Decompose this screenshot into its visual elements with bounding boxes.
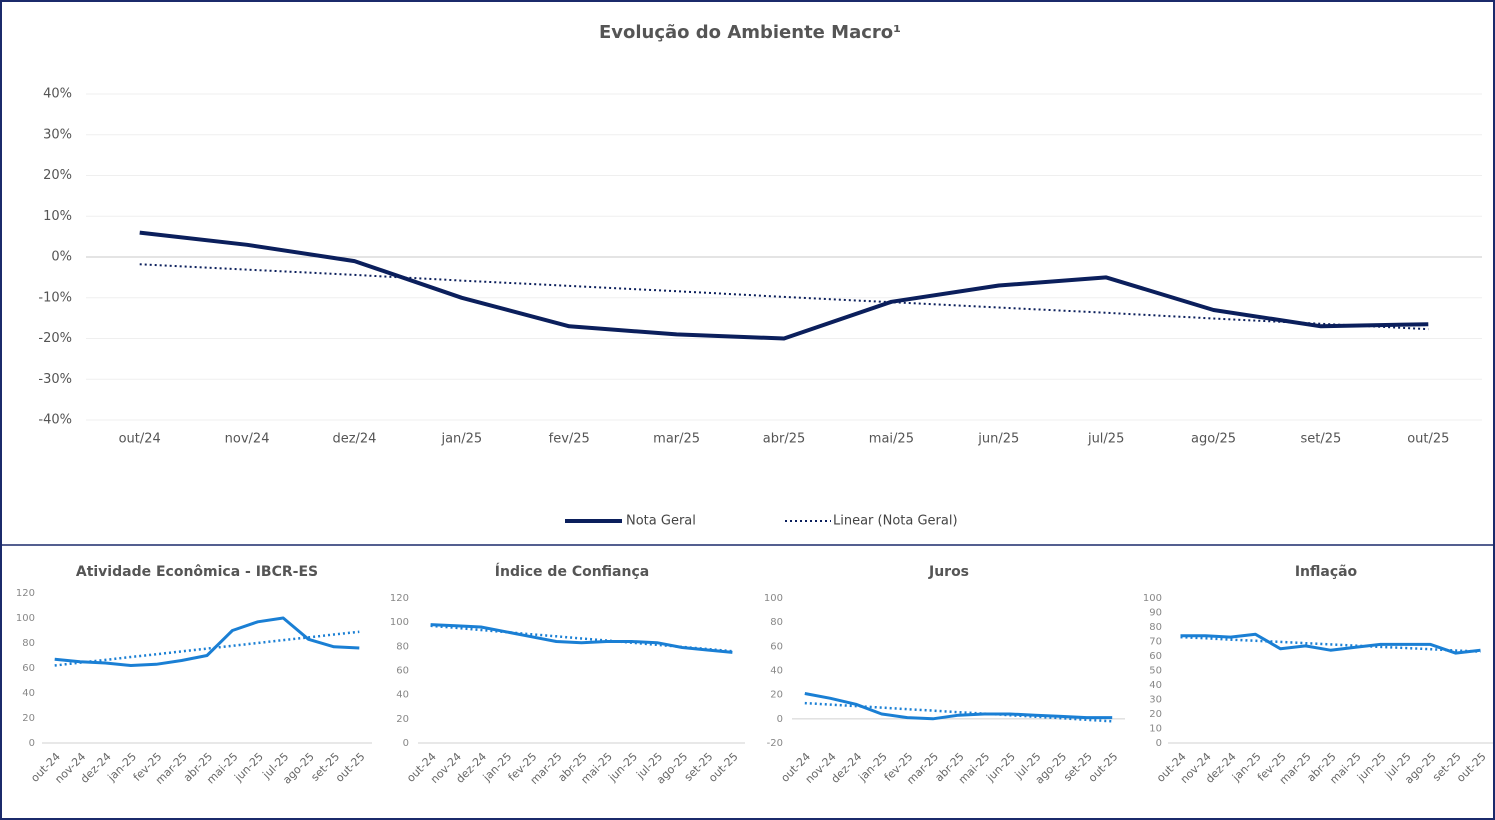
x-tick-label: mar/25 (653, 432, 700, 447)
y-tick-label: -30% (38, 372, 72, 387)
chart-title: Atividade Econômica - IBCR-ES (76, 564, 318, 580)
y-tick-label: 20 (396, 714, 409, 725)
y-tick-label: 0 (403, 738, 409, 749)
x-tick-label: set/25 (1301, 432, 1342, 447)
x-tick-label: out/25 (1407, 432, 1449, 447)
y-tick-label: 100 (1143, 593, 1162, 604)
chart-title: Índice de Confiança (495, 563, 649, 580)
y-tick-label: 70 (1149, 637, 1162, 648)
x-tick-label: fev/25 (549, 432, 590, 447)
chart-title: Evolução do Ambiente Macro¹ (599, 22, 901, 43)
legend-label: Linear (Nota Geral) (833, 514, 958, 529)
y-tick-label: 50 (1149, 666, 1162, 677)
y-tick-label: 100 (764, 593, 783, 604)
y-tick-label: 40 (396, 690, 409, 701)
y-tick-label: 40 (1149, 680, 1162, 691)
y-tick-label: -40% (38, 413, 72, 428)
data-line (430, 623, 733, 654)
x-tick-label: ago/25 (1191, 432, 1236, 447)
y-tick-label: 40% (43, 87, 72, 102)
y-tick-label: -20% (38, 331, 72, 346)
y-tick-label: 60 (396, 666, 409, 677)
y-tick-label: 20% (43, 168, 72, 183)
y-tick-label: 30 (1149, 695, 1162, 706)
legend-label: Nota Geral (626, 514, 696, 529)
x-tick-label: jul/25 (1087, 432, 1124, 447)
data-line (139, 230, 1429, 341)
y-tick-label: 100 (390, 617, 409, 628)
data-line (1180, 632, 1481, 655)
x-tick-label: dez/24 (332, 432, 376, 447)
y-tick-label: 10% (43, 209, 72, 224)
data-line (804, 692, 1113, 721)
chart-title: Juros (928, 564, 969, 580)
x-tick-label: out/24 (119, 432, 161, 447)
y-tick-label: 20 (1149, 709, 1162, 720)
y-tick-label: 60 (22, 663, 35, 674)
y-tick-label: 0 (29, 738, 35, 749)
trend-line (430, 624, 733, 653)
trend-line (54, 630, 360, 667)
y-tick-label: 30% (43, 127, 72, 142)
y-tick-label: 0 (1156, 738, 1162, 749)
y-tick-label: 100 (16, 613, 35, 624)
y-tick-label: 0 (777, 714, 783, 725)
y-tick-label: 60 (770, 641, 783, 652)
x-tick-label: nov/24 (225, 432, 270, 447)
y-tick-label: 80 (1149, 622, 1162, 633)
y-tick-label: 80 (770, 617, 783, 628)
y-tick-label: 90 (1149, 608, 1162, 619)
y-tick-label: -10% (38, 290, 72, 305)
chart-title: Inflação (1295, 564, 1358, 580)
trend-line (804, 701, 1113, 723)
x-tick-label: jun/25 (977, 432, 1019, 447)
y-tick-label: 120 (390, 593, 409, 604)
y-tick-label: 80 (22, 638, 35, 649)
y-tick-label: 20 (22, 713, 35, 724)
y-tick-label: 40 (770, 666, 783, 677)
y-tick-label: 60 (1149, 651, 1162, 662)
y-tick-label: 10 (1149, 724, 1162, 735)
y-tick-label: 120 (16, 588, 35, 599)
data-line (54, 616, 360, 667)
trend-line (139, 263, 1429, 331)
x-tick-label: abr/25 (763, 432, 806, 447)
y-tick-label: 20 (770, 690, 783, 701)
y-tick-label: 0% (51, 250, 72, 265)
x-tick-label: jan/25 (440, 432, 482, 447)
y-tick-label: 80 (396, 641, 409, 652)
x-tick-label: mai/25 (869, 432, 914, 447)
trend-line (1180, 635, 1481, 653)
y-tick-label: -20 (767, 738, 783, 749)
y-tick-label: 40 (22, 688, 35, 699)
